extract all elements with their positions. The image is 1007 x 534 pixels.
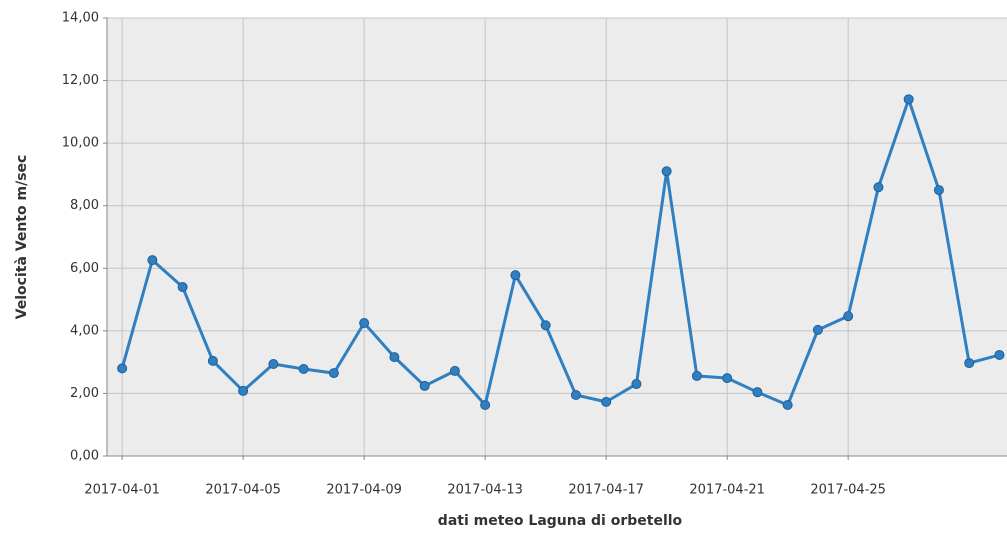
y-tick-label: 10,00	[62, 136, 99, 151]
data-point	[601, 396, 612, 407]
data-point	[570, 389, 581, 400]
y-tick-label: 14,00	[62, 11, 99, 26]
data-point	[631, 379, 642, 390]
y-tick-label: 0,00	[70, 449, 99, 464]
y-tick-label: 2,00	[70, 386, 99, 401]
data-point	[540, 320, 551, 331]
data-point	[933, 185, 944, 196]
x-tick-label: 2017-04-13	[447, 483, 523, 498]
data-point	[328, 368, 339, 379]
data-point	[389, 352, 400, 363]
y-axis-title: Velocità Vento m/sec	[14, 155, 30, 320]
x-tick-label: 2017-04-01	[84, 483, 160, 498]
data-point	[510, 270, 521, 281]
data-point	[238, 385, 249, 396]
data-point	[298, 364, 309, 375]
data-point	[843, 311, 854, 322]
data-point	[207, 355, 218, 366]
y-tick-label: 8,00	[70, 198, 99, 213]
data-point	[873, 182, 884, 193]
data-point	[752, 387, 763, 398]
x-axis-title: dati meteo Laguna di orbetello	[438, 513, 683, 529]
x-tick-label: 2017-04-05	[205, 483, 281, 498]
x-tick-label: 2017-04-21	[689, 483, 765, 498]
x-tick-label: 2017-04-17	[568, 483, 644, 498]
data-point	[449, 365, 460, 376]
data-point	[117, 363, 128, 374]
data-point	[480, 400, 491, 411]
data-point	[994, 349, 1005, 360]
data-point	[147, 255, 158, 266]
data-point	[722, 373, 733, 384]
x-tick-label: 2017-04-25	[810, 483, 886, 498]
data-point	[691, 370, 702, 381]
x-tick-label: 2017-04-09	[326, 483, 402, 498]
data-point	[964, 358, 975, 369]
data-point	[419, 380, 430, 391]
series-line	[120, 97, 1000, 407]
data-point	[177, 282, 188, 293]
y-tick-label: 4,00	[70, 323, 99, 338]
data-point	[359, 318, 370, 329]
plot-background	[107, 18, 1007, 456]
data-point	[268, 359, 279, 370]
data-point	[812, 324, 823, 335]
data-point	[782, 400, 793, 411]
data-point	[903, 94, 914, 105]
y-tick-label: 12,00	[62, 73, 99, 88]
data-point	[661, 166, 672, 177]
y-tick-label: 6,00	[70, 261, 99, 276]
